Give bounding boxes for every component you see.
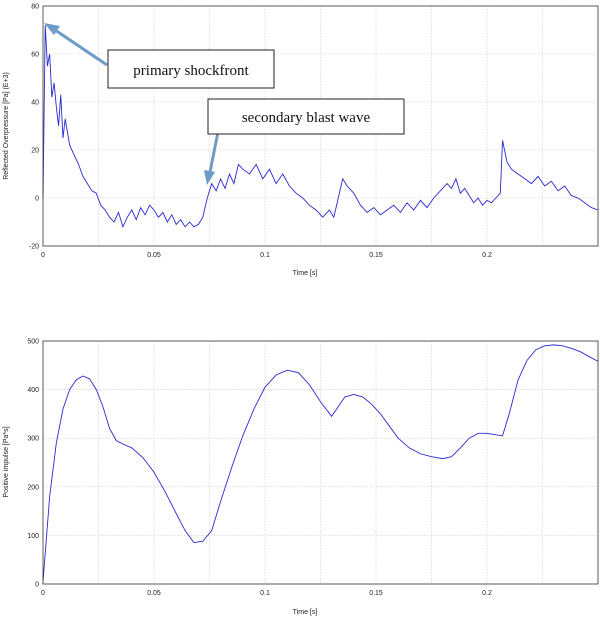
overpressure-x-tick-label: 0.15 [369,252,383,259]
secondary-blast-wave-arrow [208,131,220,173]
overpressure-x-tick-label: 0.05 [147,252,161,259]
secondary-blast-wave-box [207,98,405,135]
overpressure-x-tick-label: 0.2 [482,252,492,259]
impulse-y-tick-label: 200 [27,484,39,491]
primary-shockfront-label: primary shockfront [133,63,249,79]
impulse-x-tick-label: 0.1 [260,590,270,597]
overpressure-y-tick-label: 0 [35,196,39,203]
impulse-y-tick-label: 400 [27,387,39,394]
impulse-grid [43,340,598,585]
overpressure-x-label: Time [s] [293,270,318,277]
overpressure-series-line [42,25,599,229]
impulse-ticks: 0 0.05 0.1 0.15 0.2 0 100 200 300 400 500 [27,339,492,598]
overpressure-y-tick-label: 60 [31,52,39,59]
impulse-frame [42,340,599,585]
overpressure-y-label: Reflected Overpressure [Pa] (E+3) [3,72,10,180]
impulse-series-line [42,344,599,582]
impulse-trace [42,344,599,582]
secondary-blast-wave-callout: secondary blast wave [204,98,405,185]
impulse-x-tick-label: 0 [41,590,45,597]
secondary-blast-wave-label: secondary blast wave [242,110,371,126]
overpressure-x-tick-label: 0 [41,252,45,259]
primary-shockfront-box [107,49,275,89]
impulse-x-tick-label: 0.05 [147,590,161,597]
overpressure-y-tick-label: -20 [29,244,39,251]
overpressure-y-tick-label: 20 [31,148,39,155]
overpressure-y-tick-label: 40 [31,100,39,107]
impulse-y-tick-label: 100 [27,533,39,540]
impulse-y-tick-label: 0 [35,582,39,589]
overpressure-frame [42,5,599,247]
primary-shockfront-arrow [54,28,108,67]
impulse-chart: 0 0.05 0.1 0.15 0.2 0 100 200 300 400 500 Time [s]… [3,339,599,616]
overpressure-trace [42,25,599,229]
impulse-y-label: Positive impulse [Pa*s] [3,426,10,497]
secondary-blast-wave-arrowhead [204,170,215,185]
overpressure-x-tick-label: 0.1 [260,252,270,259]
impulse-y-tick-label: 300 [27,436,39,443]
overpressure-y-tick-label: 80 [31,4,39,11]
impulse-x-tick-label: 0.2 [482,590,492,597]
impulse-y-tick-label: 500 [27,339,39,346]
primary-shockfront-arrowhead [44,23,60,35]
impulse-x-label: Time [s] [293,609,318,616]
impulse-x-tick-label: 0.15 [369,590,383,597]
primary-shockfront-callout: primary shockfront [44,23,275,89]
